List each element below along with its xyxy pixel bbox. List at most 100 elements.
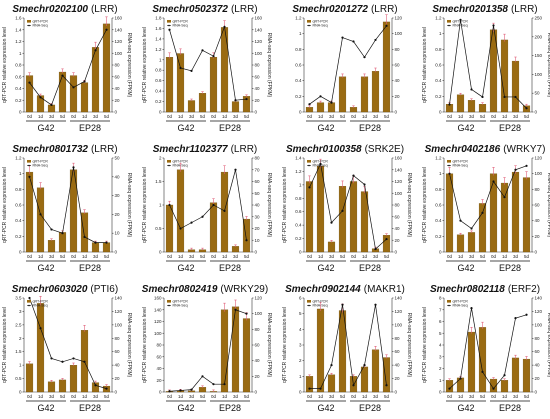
y-tick-label: 0.2: [435, 94, 442, 99]
y-tick-label: 20: [156, 378, 162, 383]
y-tick-label: 1: [159, 57, 162, 62]
x-tick-label: 5d: [384, 394, 390, 399]
qpcr-bar: [242, 318, 251, 393]
y2-axis-label: RNA-seq expression (FPKM): [546, 33, 550, 98]
y2-tick-label: 100: [535, 72, 543, 77]
qpcr-bar: [511, 171, 520, 253]
qpcr-bar: [58, 379, 67, 393]
y-tick-label: 0.2: [15, 98, 22, 103]
rnaseq-point: [319, 162, 322, 165]
qpcr-bar: [445, 173, 454, 253]
rnaseq-point: [190, 221, 193, 224]
y2-tick-label: 140: [395, 167, 403, 172]
y2-tick-label: 0: [115, 250, 118, 255]
y-tick-label: 1.6: [155, 26, 162, 31]
qpcr-bar: [25, 75, 34, 113]
rnaseq-point: [212, 55, 215, 58]
x-tick-label: 3d: [373, 254, 379, 259]
legend-swatch-point: [28, 164, 30, 167]
y-tick-label: 2.5: [15, 322, 22, 327]
x-tick-label: 1d: [82, 394, 88, 399]
rnaseq-point: [363, 364, 366, 367]
x-tick-label: 0d: [211, 254, 217, 259]
y2-tick-label: 10: [115, 231, 121, 236]
y-tick-label: 2: [19, 336, 22, 341]
x-tick-label: 3d: [373, 114, 379, 119]
y2-tick-label: 20: [535, 234, 541, 239]
y2-tick-label: 0: [395, 110, 398, 115]
chart-title: Smechr0402186 (WRKY7): [425, 144, 546, 155]
rnaseq-point: [470, 306, 473, 310]
y-tick-label: 1.2: [295, 16, 302, 21]
y2-tick-label: 100: [255, 51, 263, 56]
legend-swatch-bar: [27, 300, 31, 303]
group-label: EP28: [219, 263, 241, 273]
x-tick-label: 1d: [458, 114, 464, 119]
rnaseq-point: [385, 384, 388, 387]
y-tick-label: 0.5: [15, 376, 22, 381]
legend-swatch-point: [308, 304, 310, 307]
group-label: EP28: [79, 123, 101, 133]
y-tick-label: 2: [299, 358, 302, 363]
y-tick-label: 3: [19, 309, 22, 314]
x-tick-label: 5d: [480, 254, 486, 259]
gene-family: (LRR): [231, 144, 258, 155]
chart-panel: Smechr0802419 (WRKY29) 0 20 40 60 80 100 120 140 1…: [142, 284, 272, 413]
y-tick-label: 5: [299, 311, 302, 316]
rnaseq-point: [83, 235, 86, 239]
qpcr-bar: [456, 377, 465, 393]
y2-tick-label: 40: [535, 218, 541, 223]
gene-family: (WRKY29): [220, 284, 268, 295]
y-axis-label: qRT-PCR relative expression level: [2, 27, 8, 103]
x-tick-label: 5d: [244, 254, 250, 259]
x-tick-label: 1d: [318, 254, 324, 259]
y2-tick-label: 80: [115, 63, 121, 68]
group-label: G42: [457, 403, 474, 413]
legend-swatch-bar: [167, 300, 171, 303]
rnaseq-point: [179, 66, 182, 70]
y-tick-label: 1: [19, 363, 22, 368]
rnaseq-point: [50, 103, 53, 107]
x-tick-label: 0d: [71, 114, 77, 119]
y-tick-label: 0.4: [295, 223, 302, 228]
y-tick-label: 1.2: [15, 156, 22, 161]
qpcr-bar: [511, 357, 520, 393]
rnaseq-point: [525, 313, 528, 316]
y-tick-label: 0: [439, 110, 442, 115]
y2-axis-label: RNA-seq expression (FPKM): [546, 313, 550, 378]
x-tick-label: 0d: [447, 114, 453, 119]
x-tick-label: 1d: [362, 394, 368, 399]
x-tick-label: 1d: [502, 394, 508, 399]
gene-name: Smechr0902144: [285, 284, 361, 295]
y-tick-label: 0: [439, 390, 442, 395]
x-tick-label: 0d: [167, 394, 173, 399]
rnaseq-line: [29, 167, 107, 243]
qpcr-bar: [478, 203, 487, 253]
y2-tick-label: 120: [535, 309, 543, 314]
rnaseq-point: [234, 168, 237, 171]
x-tick-label: 0d: [307, 254, 313, 259]
y-tick-label: 6: [439, 319, 442, 324]
qpcr-bar: [165, 204, 174, 253]
y2-tick-label: 40: [395, 363, 401, 368]
x-tick-label: 3d: [233, 394, 239, 399]
y-axis-label: qRT-PCR relative expression level: [422, 27, 428, 103]
qpcr-bar: [316, 165, 325, 253]
rnaseq-point: [459, 219, 462, 222]
chart-panel: Smechr0201272 (LRR) 0 0.2 0.4 0.6 0.8 1 1.2 0 20 40…: [292, 4, 402, 133]
chart-panel: Smechr0902144 (MAKR1)01234560204060801001…: [282, 284, 412, 413]
y2-tick-label: 100: [535, 322, 543, 327]
rnaseq-point: [94, 49, 97, 52]
legend-label: RNA-Seq: [173, 164, 188, 168]
legend-swatch-bar: [307, 160, 311, 163]
legend-label: qRT-PCR: [453, 299, 469, 303]
rnaseq-point: [385, 237, 388, 241]
rnaseq-line: [309, 304, 387, 389]
y-tick-label: 0: [299, 110, 302, 115]
y-tick-label: 0.8: [435, 187, 442, 192]
qpcr-bar: [209, 202, 218, 253]
gene-name: Smechr0802118: [430, 284, 505, 295]
legend-label: RNA-Seq: [453, 24, 468, 28]
y2-tick-label: 50: [535, 91, 541, 96]
